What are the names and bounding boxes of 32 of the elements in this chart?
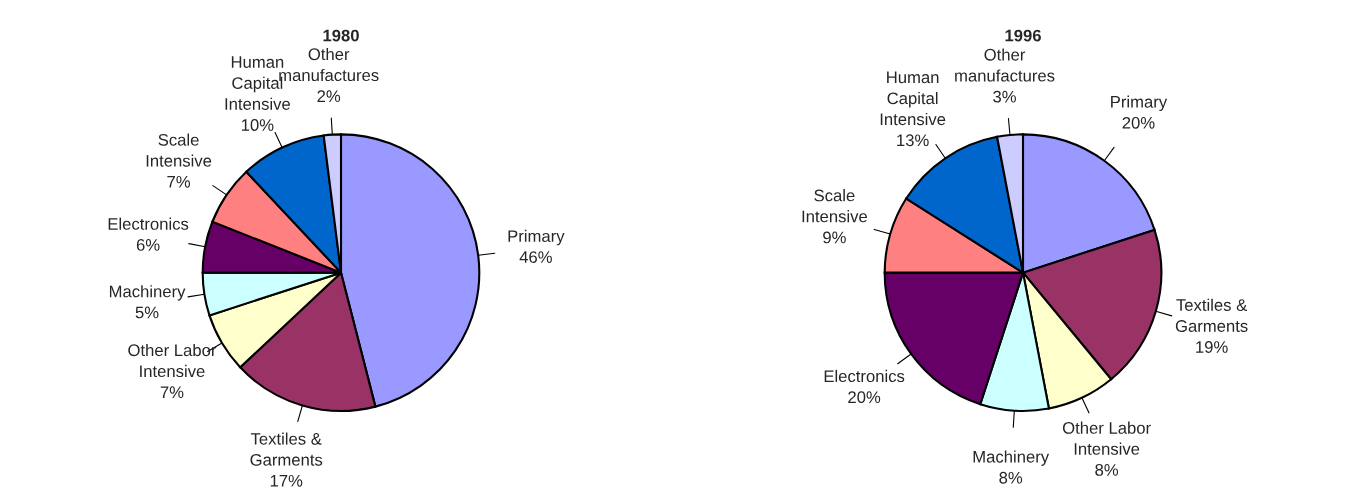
data-label: 5% (135, 306, 159, 319)
data-label: 7% (160, 386, 184, 399)
data-label: 13% (897, 134, 929, 147)
data-label: 7% (167, 175, 191, 188)
data-label: 19% (1196, 341, 1228, 353)
slice-label: Electronics (108, 217, 189, 230)
slice-label: Scale Intensive (146, 133, 212, 167)
data-label: 20% (1122, 116, 1155, 129)
slice-label: Primary (1111, 95, 1168, 112)
slice-label: Other Labor Intensive (1062, 421, 1151, 455)
data-label: 46% (519, 251, 552, 263)
data-label: 8% (999, 471, 1023, 484)
slice-label: Textiles & Garments (1175, 298, 1248, 332)
data-label: 3% (993, 90, 1016, 103)
slice-label: Other Labor Intensive (128, 343, 217, 378)
chart-title: 1996 (1005, 29, 1041, 42)
chart-title: 1980 (323, 29, 359, 42)
data-label: 17% (270, 474, 303, 487)
data-label: 8% (1095, 464, 1119, 476)
slice-label: Scale Intensive (802, 189, 868, 223)
data-label: 6% (136, 239, 160, 251)
data-label: 20% (848, 391, 881, 404)
slice-label: Textiles & Garments (250, 432, 323, 466)
slice-label: Other manufactures (955, 48, 1055, 82)
slice-label: Machinery (973, 450, 1050, 466)
slice-label: Human Capital Intensive (880, 71, 946, 126)
slice-label: Machinery (109, 285, 186, 301)
slice-label: Primary (508, 229, 565, 246)
data-label: 10% (241, 119, 274, 131)
data-label: 9% (823, 231, 846, 244)
data-label: 2% (317, 90, 341, 103)
slice-label: Electronics (824, 369, 905, 383)
